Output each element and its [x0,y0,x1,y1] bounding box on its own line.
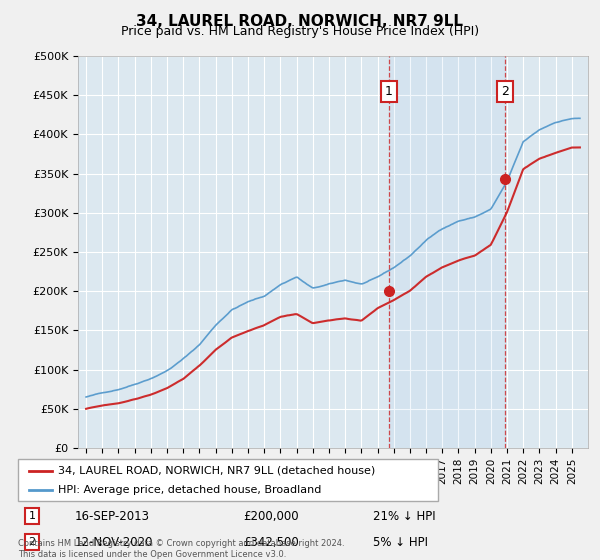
Text: £200,000: £200,000 [244,510,299,522]
Text: HPI: Average price, detached house, Broadland: HPI: Average price, detached house, Broa… [58,485,321,495]
Bar [389,56,505,448]
Text: 1: 1 [385,85,393,98]
Text: 16-SEP-2013: 16-SEP-2013 [74,510,149,522]
Text: 2: 2 [501,85,509,98]
Text: Price paid vs. HM Land Registry's House Price Index (HPI): Price paid vs. HM Land Registry's House … [121,25,479,38]
Text: 34, LAUREL ROAD, NORWICH, NR7 9LL (detached house): 34, LAUREL ROAD, NORWICH, NR7 9LL (detac… [58,465,375,475]
Text: 5% ↓ HPI: 5% ↓ HPI [373,536,428,549]
FancyBboxPatch shape [18,459,438,501]
Text: 12-NOV-2020: 12-NOV-2020 [74,536,153,549]
Text: 1: 1 [29,511,35,521]
Text: 34, LAUREL ROAD, NORWICH, NR7 9LL: 34, LAUREL ROAD, NORWICH, NR7 9LL [137,14,464,29]
Text: Contains HM Land Registry data © Crown copyright and database right 2024.
This d: Contains HM Land Registry data © Crown c… [18,539,344,559]
Text: £342,500: £342,500 [244,536,299,549]
Text: 21% ↓ HPI: 21% ↓ HPI [373,510,436,522]
Text: 2: 2 [29,537,35,547]
